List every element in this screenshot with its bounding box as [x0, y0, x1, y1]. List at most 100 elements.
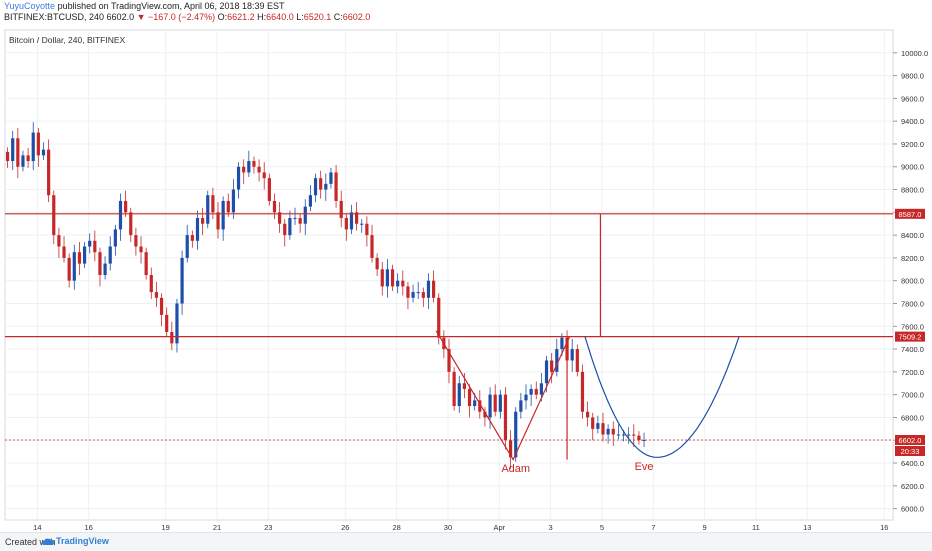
candle-body: [103, 263, 107, 275]
candle-body: [462, 383, 466, 389]
candle: [580, 364, 585, 419]
candle-body: [508, 440, 513, 458]
candle-body: [88, 240, 92, 247]
x-tick-label: 7: [651, 523, 655, 532]
candle-body: [93, 240, 97, 253]
high-value: 6640.0: [266, 12, 294, 22]
level-price-label: 7509.2: [899, 333, 922, 342]
low-label: L:: [296, 12, 304, 22]
candle-body: [62, 246, 66, 258]
candle: [267, 173, 271, 206]
candle-body: [16, 138, 20, 167]
candle-body: [170, 331, 174, 344]
candle: [555, 338, 559, 377]
candle: [221, 196, 225, 241]
quote-line: BITFINEX:BTCUSD, 240 6602.0 ▼ −167.0 (−2…: [4, 12, 370, 22]
candle: [591, 412, 595, 441]
candle: [319, 170, 323, 199]
tradingview-brand[interactable]: TradingView: [56, 536, 109, 546]
candle: [534, 381, 538, 400]
candle-body: [144, 252, 148, 275]
candle: [226, 193, 230, 217]
candle-body: [283, 223, 287, 236]
candle: [508, 429, 513, 469]
y-tick-label: 8800.0: [901, 186, 924, 195]
x-tick-label: 19: [161, 523, 169, 532]
candle-body: [611, 428, 615, 435]
y-tick-label: 9000.0: [901, 163, 924, 172]
publish-line: YuyuCoyotte published on TradingView.com…: [4, 1, 285, 11]
candle: [247, 150, 251, 177]
candle-body: [344, 218, 348, 230]
level-price-tag: [895, 331, 925, 342]
candle-body: [390, 269, 395, 287]
candle: [308, 184, 313, 212]
candle-body: [36, 132, 40, 156]
candle-body: [129, 212, 133, 236]
candle: [467, 384, 472, 418]
candle: [272, 193, 277, 220]
footer: Created with TradingView: [0, 532, 932, 551]
candle-body: [293, 218, 297, 220]
candle: [118, 193, 123, 241]
y-tick-label: 6200.0: [901, 482, 924, 491]
candle: [370, 224, 374, 263]
candle: [16, 128, 20, 179]
candle-body: [221, 200, 225, 230]
candle: [11, 130, 15, 171]
close-value: 6602.0: [342, 12, 371, 22]
y-tick-label: 6000.0: [901, 505, 924, 514]
candle-body: [26, 155, 30, 162]
candle: [390, 264, 395, 291]
candle: [344, 213, 348, 241]
candle-body: [67, 257, 71, 281]
candle: [426, 273, 431, 310]
candle: [524, 384, 528, 410]
candle: [134, 227, 138, 256]
candle-body: [134, 235, 138, 247]
y-tick-label: 7800.0: [901, 299, 924, 308]
candle-body: [421, 292, 425, 298]
close-label: C:: [333, 12, 343, 22]
candle: [421, 287, 425, 307]
y-tick-label: 9400.0: [901, 117, 924, 126]
x-tick-label: 5: [600, 523, 604, 532]
price-chart[interactable]: 6000.06200.06400.06600.06800.07000.07200…: [0, 24, 932, 532]
y-tick-label: 9600.0: [901, 94, 924, 103]
candle: [93, 230, 97, 262]
candle-body: [621, 434, 626, 436]
candle: [324, 173, 328, 201]
candle-body: [339, 200, 343, 219]
candle-body: [529, 388, 533, 395]
author-link[interactable]: YuyuCoyotte: [4, 1, 56, 11]
candle-body: [478, 400, 482, 412]
candle-body: [473, 400, 477, 407]
candle: [165, 307, 169, 337]
candle: [596, 415, 600, 434]
candle: [257, 159, 261, 182]
candle-body: [642, 440, 646, 442]
candle: [41, 142, 46, 160]
candle: [124, 190, 128, 217]
chart-header: YuyuCoyotte published on TradingView.com…: [0, 0, 932, 24]
annotation-eve: Eve: [635, 461, 654, 473]
x-tick-label: 23: [264, 523, 272, 532]
last-price-label: 6602.0: [899, 436, 922, 445]
candle: [529, 384, 533, 407]
candle-body: [560, 337, 564, 350]
candle: [139, 236, 143, 264]
candle-body: [550, 360, 554, 372]
candle-body: [539, 383, 543, 395]
candle: [175, 298, 179, 353]
y-tick-label: 8200.0: [901, 254, 924, 263]
candle-body: [601, 423, 605, 435]
candle-body: [185, 235, 189, 258]
candle-body: [452, 371, 456, 407]
candle-body: [124, 200, 128, 213]
candle: [575, 344, 579, 377]
y-tick-label: 8400.0: [901, 231, 924, 240]
candle: [236, 162, 241, 199]
high-label: H:: [257, 12, 267, 22]
candle-body: [360, 223, 364, 225]
candle-body: [288, 218, 292, 236]
